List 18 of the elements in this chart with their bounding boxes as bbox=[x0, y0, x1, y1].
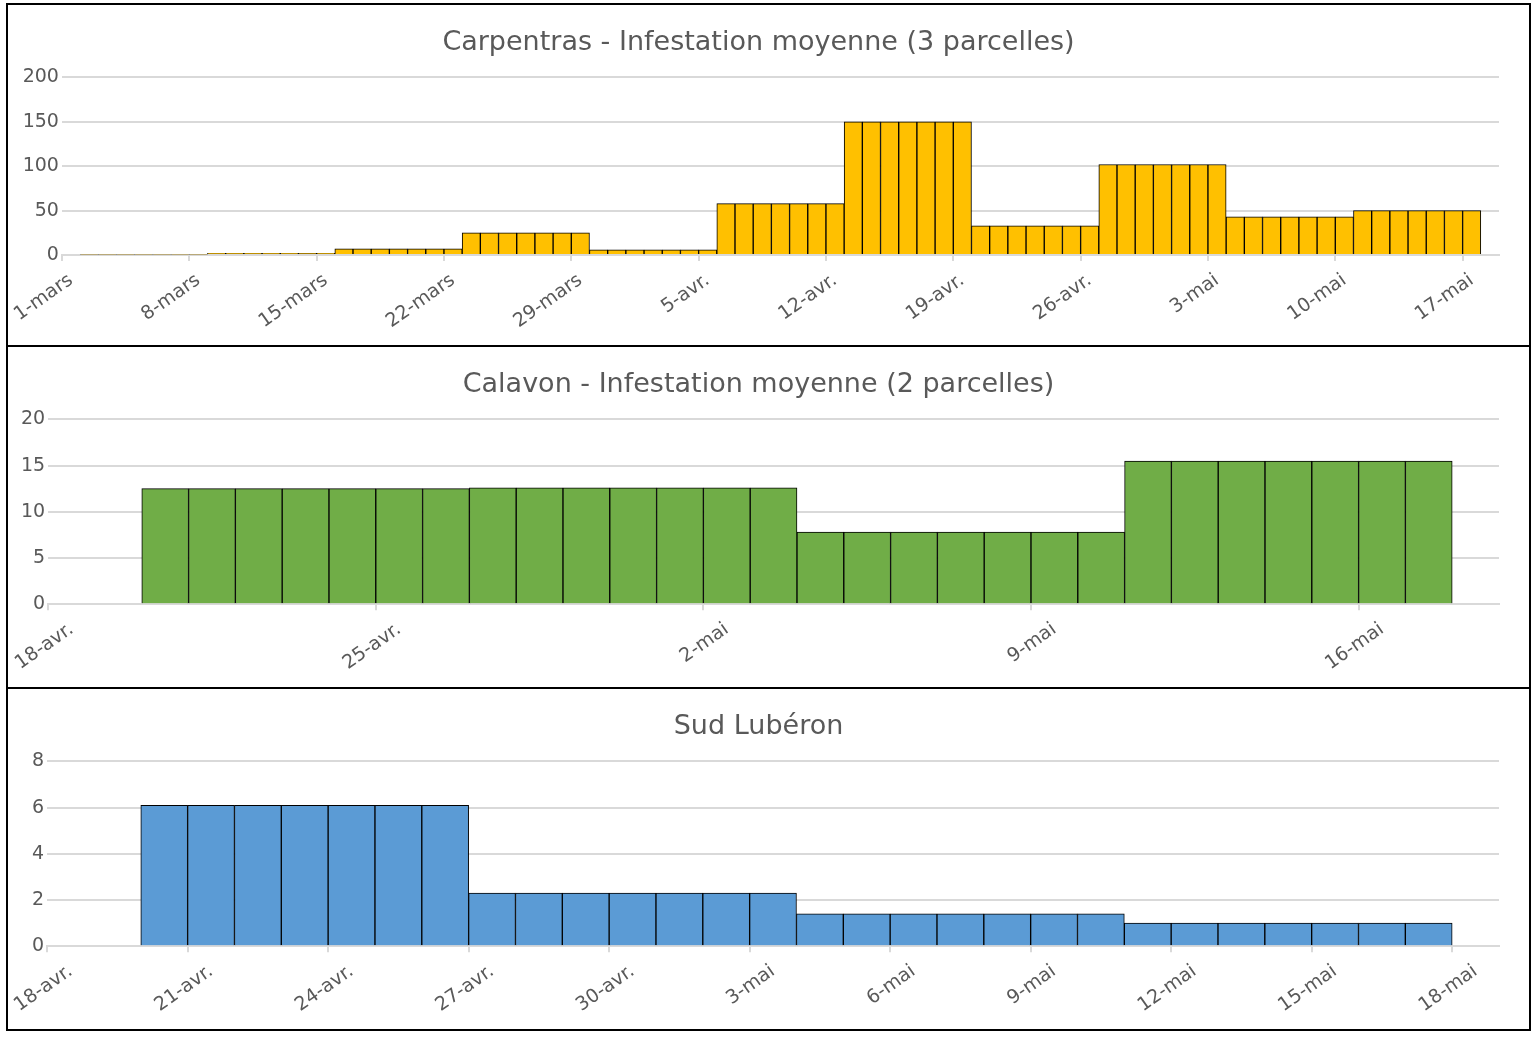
y-tick-label: 10 bbox=[20, 498, 46, 521]
y-tick-label: 4 bbox=[32, 840, 45, 863]
y-tick-label: 0 bbox=[46, 242, 59, 265]
y-tick-label: 0 bbox=[33, 591, 46, 614]
y-tick-label: 100 bbox=[22, 153, 59, 176]
chart-title: Carpentras - Infestation moyenne (3 parcelles) bbox=[442, 25, 1075, 57]
chart-title: Calavon - Infestation moyenne (2 parcelles) bbox=[462, 367, 1055, 399]
y-tick-label: 0 bbox=[32, 933, 45, 956]
y-tick-label: 8 bbox=[32, 748, 45, 771]
y-tick-label: 20 bbox=[20, 406, 46, 429]
y-tick-label: 150 bbox=[22, 108, 59, 131]
y-tick-label: 6 bbox=[32, 794, 45, 817]
y-tick-label: 5 bbox=[33, 544, 46, 567]
chart-title: Sud Lubéron bbox=[673, 709, 844, 741]
y-tick-label: 200 bbox=[22, 64, 59, 87]
y-tick-label: 2 bbox=[32, 886, 45, 909]
y-tick-label: 15 bbox=[20, 452, 46, 475]
y-tick-label: 50 bbox=[34, 197, 59, 220]
